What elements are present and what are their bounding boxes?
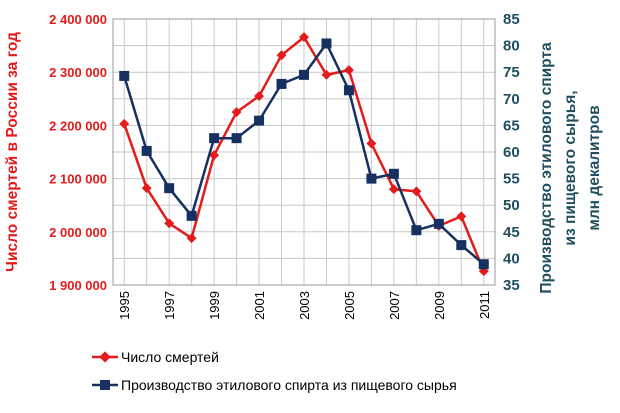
legend-item-alcohol: Производство этилового спирта из пищевог… <box>92 377 457 393</box>
right-axis-title-line3: млн декалитров <box>586 105 603 230</box>
x-axis-ticks: 1995 1997 1999 2001 2003 2005 2007 2009 2011 <box>117 291 492 320</box>
right-tick-label: 80 <box>503 38 520 55</box>
data-point-deaths <box>164 218 175 229</box>
data-point-alcohol <box>186 210 197 221</box>
legend-item-deaths: Число смертей <box>92 349 219 365</box>
data-point-alcohol <box>164 183 175 194</box>
right-tick-label: 85 <box>503 11 520 28</box>
x-tick-label: 1997 <box>162 291 177 320</box>
right-tick-label: 70 <box>503 91 520 108</box>
data-point-deaths <box>231 107 242 118</box>
left-tick-label: 2 100 000 <box>49 172 107 187</box>
legend: Число смертей Производство этилового спи… <box>92 349 457 393</box>
data-point-alcohol <box>411 225 422 236</box>
data-point-deaths <box>209 150 220 161</box>
legend-label-deaths: Число смертей <box>121 349 219 365</box>
x-tick-label: 2005 <box>342 291 357 320</box>
legend-marker-deaths <box>99 351 111 363</box>
data-point-alcohol <box>119 70 130 81</box>
right-tick-label: 55 <box>503 171 520 188</box>
data-point-alcohol <box>388 168 399 179</box>
data-point-alcohol <box>478 259 489 270</box>
right-tick-label: 75 <box>503 64 520 81</box>
data-point-deaths <box>388 184 399 195</box>
left-tick-label: 2 200 000 <box>49 118 107 133</box>
series-layer <box>119 32 489 277</box>
right-tick-label: 60 <box>503 144 520 161</box>
right-tick-label: 65 <box>503 117 520 134</box>
right-axis-ticks: 35 40 45 50 55 60 65 70 75 80 85 <box>503 11 520 294</box>
x-tick-label: 1995 <box>117 291 132 320</box>
legend-marker-alcohol <box>100 380 110 390</box>
data-point-deaths <box>456 211 467 222</box>
data-point-alcohol <box>433 218 444 229</box>
right-tick-label: 50 <box>503 197 520 214</box>
x-tick-label: 2007 <box>387 291 402 320</box>
right-axis-title-line2: из пищевого сырья, <box>562 90 579 245</box>
data-point-alcohol <box>321 38 332 49</box>
legend-label-alcohol: Производство этилового спирта из пищевог… <box>121 377 457 393</box>
x-tick-label: 1999 <box>207 291 222 320</box>
right-tick-label: 35 <box>503 277 520 294</box>
left-tick-label: 2 400 000 <box>49 12 107 27</box>
right-tick-label: 45 <box>503 224 520 241</box>
data-point-alcohol <box>209 133 220 144</box>
x-tick-label: 2011 <box>477 291 492 319</box>
data-point-deaths <box>366 138 377 149</box>
data-point-alcohol <box>456 240 467 251</box>
data-point-alcohol <box>343 85 354 96</box>
data-point-alcohol <box>276 78 287 89</box>
left-axis-title: Число смертей в России за год <box>4 32 21 272</box>
left-tick-label: 2 000 000 <box>49 225 107 240</box>
right-axis-title-line1: Производство этилового спирта <box>538 42 555 294</box>
x-tick-label: 2003 <box>297 291 312 320</box>
left-tick-label: 2 300 000 <box>49 65 107 80</box>
x-tick-label: 2001 <box>252 291 267 320</box>
data-point-deaths <box>343 65 354 76</box>
x-tick-label: 2009 <box>432 291 447 320</box>
data-point-alcohol <box>254 115 265 126</box>
data-point-deaths <box>119 118 130 129</box>
left-tick-label: 1 900 000 <box>49 278 107 293</box>
data-point-alcohol <box>299 69 309 80</box>
data-point-deaths <box>276 50 287 61</box>
data-point-alcohol <box>231 133 242 144</box>
data-point-alcohol <box>366 173 377 184</box>
plot-border <box>112 18 496 286</box>
left-axis-ticks: 1 900 000 2 000 000 2 100 000 2 200 000 2 30… <box>49 12 107 293</box>
right-tick-label: 40 <box>503 250 520 267</box>
data-point-alcohol <box>141 145 152 156</box>
